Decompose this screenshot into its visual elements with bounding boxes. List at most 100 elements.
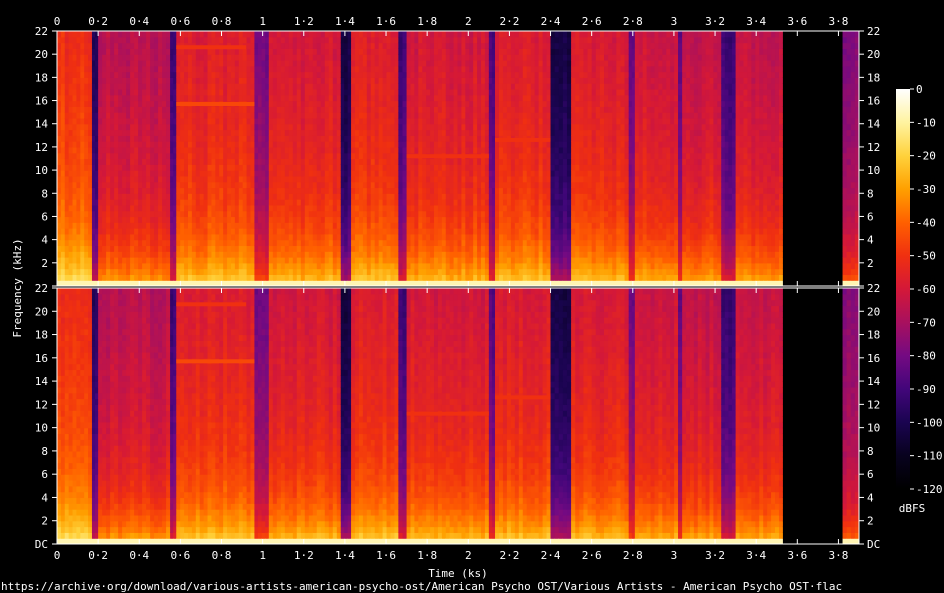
spectrogram-cell [254, 152, 259, 160]
spectrogram-cell [453, 117, 459, 125]
spectrogram-cell [146, 31, 151, 38]
spectrogram-cell [284, 251, 290, 258]
spectrogram-cell [238, 135, 244, 142]
spectrogram-cell [495, 158, 500, 165]
spectrogram-cell [445, 31, 451, 38]
spectrogram-cell [184, 59, 189, 67]
spectrogram-cell [91, 54, 96, 61]
spectrogram-cell [457, 164, 463, 171]
spectrogram-cell [88, 100, 93, 107]
spectrogram-cell [328, 199, 334, 206]
spectrogram-cell [374, 59, 380, 67]
spectrogram-cell [207, 204, 213, 212]
spectrogram-cell [449, 187, 455, 194]
spectrogram-cell [402, 158, 408, 165]
spectrogram-cell [173, 233, 177, 241]
spectrogram-cell [340, 31, 345, 38]
spectrogram-cell [484, 88, 490, 96]
spectrogram-cell [195, 164, 201, 171]
spectrogram-cell [362, 228, 368, 235]
spectrogram-cell [394, 204, 399, 212]
spectrogram-cell [250, 210, 256, 218]
spectrogram-cell [437, 59, 443, 67]
spectrogram-cell [461, 77, 466, 84]
spectrogram-cell [242, 210, 248, 218]
spectrogram-cell [130, 31, 135, 38]
spectrogram-cell [166, 193, 171, 200]
spectrogram-cell [355, 77, 360, 84]
spectrogram-cell [258, 274, 263, 281]
spectrogram-cell [95, 274, 99, 281]
spectrogram-cell [76, 31, 81, 38]
spectrogram-cell [227, 257, 232, 264]
spectrogram-cell [64, 71, 70, 78]
spectrogram-cell [114, 42, 119, 49]
spectrogram-cell [158, 54, 163, 61]
spectrogram-cell [284, 83, 290, 90]
spectrogram-cell [410, 187, 416, 194]
spectrogram-cell [453, 106, 459, 113]
spectrogram-cell [91, 181, 96, 189]
spectrogram-cell [328, 257, 334, 264]
spectrogram-cell [234, 146, 240, 154]
spectrogram-cell [162, 54, 167, 61]
spectrogram-cell [134, 59, 139, 67]
spectrogram-cell [332, 210, 338, 218]
spectrogram-cell [162, 251, 167, 258]
spectrogram-cell [187, 239, 193, 247]
spectrogram-cell [146, 42, 151, 49]
spectrogram-cell [223, 129, 228, 136]
spectrogram-cell [465, 181, 470, 189]
spectrogram-cell [227, 164, 232, 171]
spectrogram-cell [211, 222, 216, 229]
spectrogram-cell [449, 233, 455, 241]
spectrogram-cell [146, 199, 151, 206]
spectrogram-cell [254, 94, 259, 102]
spectrogram-cell [72, 135, 78, 142]
spectrogram-cell [300, 31, 306, 38]
spectrogram-cell [242, 228, 248, 235]
spectrogram-cell [207, 36, 213, 44]
spectrogram-cell [336, 193, 342, 200]
spectrogram-cell [300, 251, 306, 258]
spectrogram-cell [362, 100, 368, 107]
spectrogram-cell [203, 210, 209, 218]
spectrogram-cell [320, 181, 326, 189]
spectrogram-cell [288, 36, 294, 44]
spectrogram-cell [418, 164, 423, 171]
spectrogram-cell [64, 228, 70, 235]
spectrogram-cell [426, 204, 431, 212]
spectrogram-cell [98, 239, 103, 247]
spectrogram-cell [370, 193, 376, 200]
spectrogram-cell [122, 54, 127, 61]
spectrogram-cell [184, 280, 189, 286]
spectrogram-cell [88, 274, 93, 281]
spectrogram-cell [473, 199, 478, 206]
spectrogram-cell [265, 233, 270, 241]
spectrogram-cell [316, 216, 322, 223]
spectrogram-cell [80, 54, 85, 61]
spectrogram-cell [300, 54, 306, 61]
spectrogram-cell [332, 280, 338, 286]
spectrogram-cell [300, 210, 306, 218]
spectrogram-cell [386, 117, 392, 125]
spectrogram-cell [304, 88, 310, 96]
spectrogram-cell [430, 71, 435, 78]
spectrogram-cell [347, 239, 352, 247]
spectrogram-cell [292, 193, 298, 200]
spectrogram-cell [146, 112, 151, 119]
spectrogram-cell [268, 152, 274, 160]
spectrogram-cell [390, 135, 396, 142]
spectrogram-cell [418, 36, 423, 44]
spectrogram-cell [347, 141, 352, 148]
spectrogram-cell [88, 123, 93, 131]
spectrogram-cell [320, 48, 326, 55]
spectrogram-cell [437, 71, 443, 78]
spectrogram-cell [374, 210, 380, 218]
spectrogram-cell [473, 222, 478, 229]
spectrogram-cell [469, 129, 474, 136]
spectrogram-cell [362, 280, 368, 286]
spectrogram-cell [234, 36, 240, 44]
spectrogram-cell [437, 146, 443, 154]
spectrogram-cell [173, 228, 177, 235]
